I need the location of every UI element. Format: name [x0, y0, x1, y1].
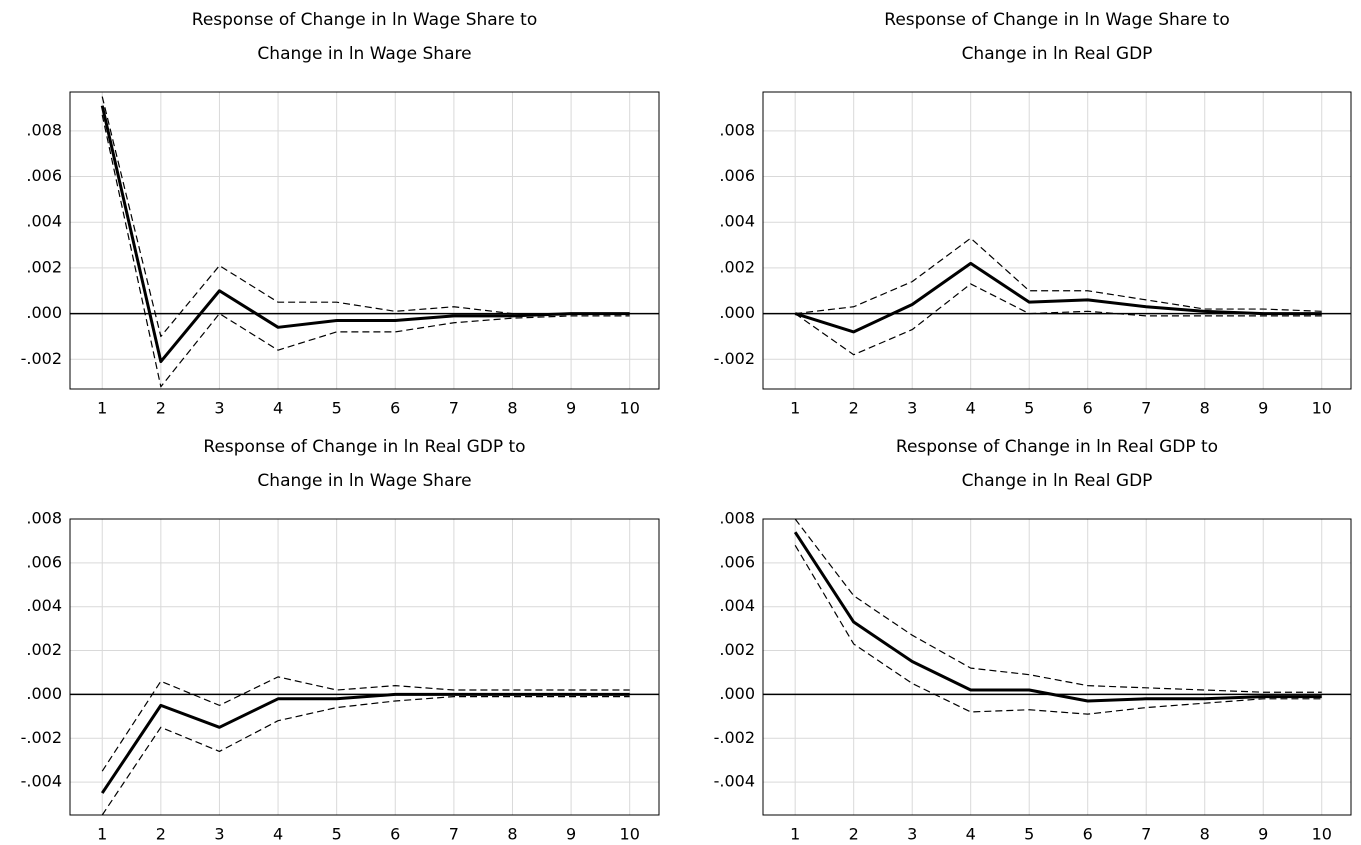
- y-tick-label: .006: [719, 166, 755, 185]
- x-tick-label: 8: [507, 399, 517, 418]
- y-tick-label: -.004: [21, 772, 62, 791]
- y-tick-label: .004: [26, 212, 62, 231]
- y-tick-label: .000: [719, 684, 755, 703]
- x-tick-label: 1: [97, 825, 107, 844]
- plot-frame: [762, 518, 1352, 816]
- x-tick-label: 1: [790, 399, 800, 418]
- y-tick-label: -.004: [714, 772, 755, 791]
- y-tick-label: .004: [719, 596, 755, 615]
- x-tick-label: 1: [97, 399, 107, 418]
- y-tick-label: -.002: [714, 728, 755, 747]
- x-tick-label: 6: [1083, 825, 1093, 844]
- series-line: [794, 545, 1322, 715]
- series-line: [794, 518, 1322, 693]
- x-tick-label: 5: [1024, 399, 1034, 418]
- x-tick-label: 3: [214, 399, 224, 418]
- x-tick-label: 7: [1141, 825, 1151, 844]
- y-tick-label: -.002: [21, 349, 62, 368]
- x-tick-label: 2: [156, 825, 166, 844]
- series-line: [101, 96, 630, 338]
- chart-title: Change in ln Real GDP: [962, 44, 1153, 64]
- y-tick-label: .008: [26, 120, 62, 139]
- x-tick-label: 2: [156, 399, 166, 418]
- plot-frame: [69, 91, 660, 390]
- series-line: [101, 676, 630, 772]
- chart-title: Response of Change in ln Wage Share to: [192, 10, 537, 30]
- chart-title: Change in ln Wage Share: [257, 471, 471, 491]
- y-tick-label: .004: [719, 212, 755, 231]
- x-tick-label: 5: [1024, 825, 1034, 844]
- series-line: [101, 696, 630, 816]
- x-tick-label: 10: [1312, 399, 1332, 418]
- x-tick-label: 5: [332, 825, 342, 844]
- chart-title: Response of Change in ln Real GDP to: [203, 437, 525, 457]
- x-tick-label: 4: [273, 825, 283, 844]
- y-tick-label: .002: [719, 257, 755, 276]
- x-tick-label: 9: [566, 825, 576, 844]
- chart-title: Change in ln Real GDP: [962, 471, 1153, 491]
- series-line: [101, 114, 630, 388]
- x-tick-label: 10: [620, 825, 640, 844]
- x-tick-label: 6: [1083, 399, 1093, 418]
- x-tick-label: 3: [907, 399, 917, 418]
- y-tick-label: -.002: [21, 728, 62, 747]
- y-tick-label: -.002: [714, 349, 755, 368]
- x-tick-label: 8: [1200, 399, 1210, 418]
- y-tick-label: .002: [719, 640, 755, 659]
- x-tick-label: 5: [332, 399, 342, 418]
- x-tick-label: 10: [620, 399, 640, 418]
- x-tick-label: 8: [1200, 825, 1210, 844]
- plot-frame: [69, 518, 660, 816]
- y-tick-label: .004: [26, 596, 62, 615]
- x-tick-label: 6: [390, 825, 400, 844]
- x-tick-label: 9: [566, 399, 576, 418]
- chart-title: Change in ln Wage Share: [257, 44, 471, 64]
- series-line: [795, 237, 1322, 315]
- x-tick-label: 10: [1312, 825, 1332, 844]
- x-tick-label: 4: [966, 399, 976, 418]
- y-tick-label: .006: [26, 552, 62, 571]
- x-tick-label: 3: [907, 825, 917, 844]
- chart-title: Response of Change in ln Real GDP to: [896, 437, 1218, 457]
- x-tick-label: 8: [507, 825, 517, 844]
- x-tick-label: 9: [1258, 399, 1268, 418]
- y-tick-label: .000: [719, 303, 755, 322]
- x-tick-label: 3: [214, 825, 224, 844]
- x-tick-label: 2: [849, 399, 859, 418]
- series-line: [794, 261, 1322, 334]
- x-tick-label: 6: [390, 399, 400, 418]
- y-tick-label: .008: [719, 509, 755, 528]
- y-tick-label: .006: [719, 552, 755, 571]
- x-tick-label: 4: [273, 399, 283, 418]
- x-tick-label: 7: [449, 825, 459, 844]
- y-tick-label: .000: [26, 684, 62, 703]
- y-tick-label: .002: [26, 640, 62, 659]
- series-line: [100, 105, 630, 364]
- y-tick-label: .006: [26, 166, 62, 185]
- series-line: [100, 692, 630, 794]
- y-tick-label: .002: [26, 257, 62, 276]
- x-tick-label: 7: [1141, 399, 1151, 418]
- y-tick-label: .008: [719, 120, 755, 139]
- y-tick-label: .008: [26, 509, 62, 528]
- x-tick-label: 1: [790, 825, 800, 844]
- series-line: [794, 283, 1322, 356]
- plot-frame: [762, 91, 1352, 390]
- x-tick-label: 9: [1258, 825, 1268, 844]
- chart-title: Response of Change in ln Wage Share to: [884, 10, 1229, 30]
- x-tick-label: 2: [849, 825, 859, 844]
- y-tick-label: .000: [26, 303, 62, 322]
- x-tick-label: 4: [966, 825, 976, 844]
- x-tick-label: 7: [449, 399, 459, 418]
- series-line: [793, 531, 1322, 703]
